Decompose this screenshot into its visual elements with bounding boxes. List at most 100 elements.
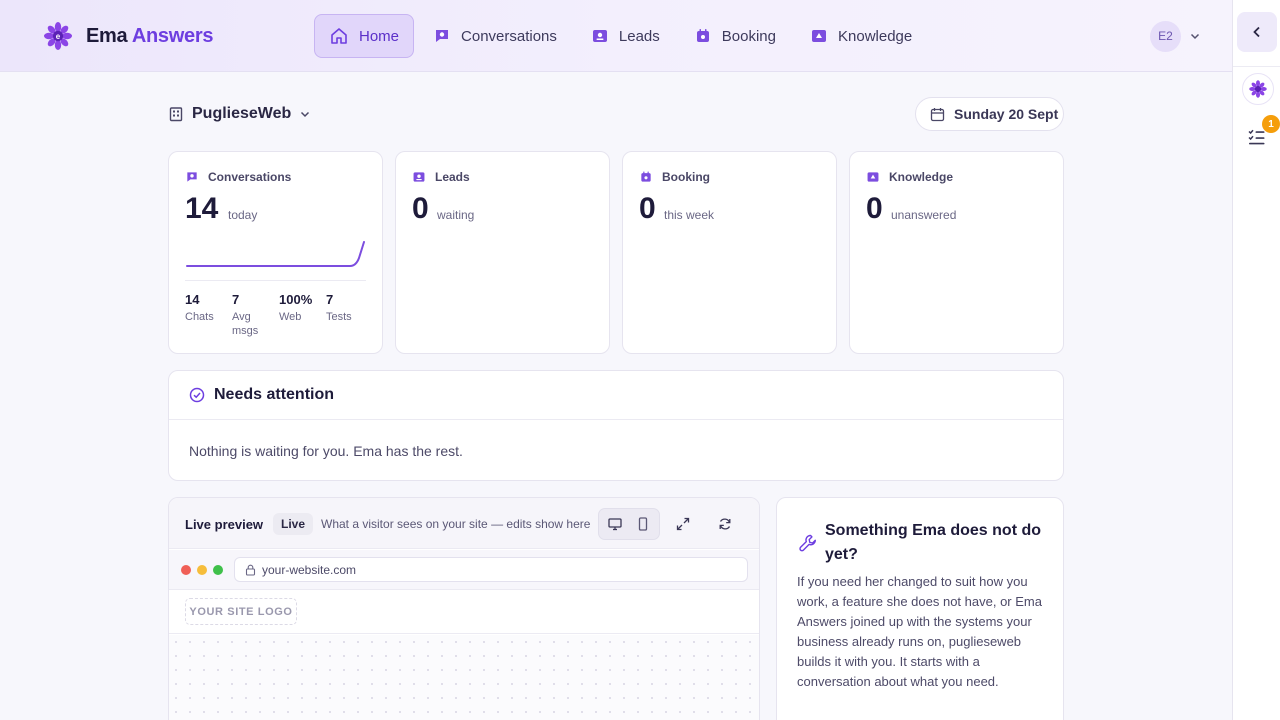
wrench-icon <box>799 534 816 552</box>
avatar: E2 <box>1150 20 1181 52</box>
brand[interactable]: e Ema Answers <box>42 20 213 52</box>
card-value: 0 <box>412 192 429 225</box>
attention-header: Needs attention <box>189 386 334 404</box>
refresh-button[interactable] <box>711 512 739 536</box>
address-url: your-website.com <box>262 562 357 577</box>
stat-label: Chats <box>185 311 214 323</box>
main-nav: Home Conversations Leads Booking Knowled… <box>314 14 931 58</box>
ema-logo-icon: e <box>44 22 72 50</box>
device-toggle <box>598 508 660 540</box>
leads-icon <box>413 172 425 182</box>
brand-name-part1: Ema <box>86 24 128 47</box>
help-body: If you need her changed to suit how you … <box>797 574 1042 689</box>
nav-conversations[interactable]: Conversations <box>418 14 572 58</box>
calendar-outline-icon <box>930 107 945 121</box>
svg-text:e: e <box>56 32 61 41</box>
site-logo-placeholder: YOUR SITE LOGO <box>185 598 297 625</box>
card-header: Knowledge <box>866 170 953 184</box>
refresh-icon <box>719 518 731 530</box>
card-title: Conversations <box>208 170 292 184</box>
card-subtitle: unanswered <box>891 208 957 222</box>
top-bar: e Ema Answers Home Conversations Leads B… <box>0 0 1232 72</box>
workspace-name: PuglieseWeb <box>192 105 292 122</box>
chevron-down-icon <box>1190 33 1200 40</box>
building-icon <box>169 107 183 122</box>
user-menu[interactable]: E2 <box>1150 20 1201 52</box>
custom-build-card: Something Ema does not do yet? If you ne… <box>776 497 1064 720</box>
stat-label: Web <box>279 311 302 323</box>
chevron-down-icon <box>301 111 310 118</box>
nav-knowledge[interactable]: Knowledge <box>795 14 927 58</box>
live-preview-panel: Live preview Live What a visitor sees on… <box>168 497 760 720</box>
desktop-icon <box>608 518 622 531</box>
booking-card[interactable]: Booking 0 this week <box>622 151 837 354</box>
card-title: Knowledge <box>889 170 954 184</box>
date-picker[interactable]: Sunday 20 Sept <box>915 97 1064 131</box>
knowledge-card[interactable]: Knowledge 0 unanswered <box>849 151 1064 354</box>
address-bar: your-website.com <box>234 557 748 582</box>
collapse-panel-button[interactable] <box>1237 12 1277 52</box>
workspace-selector[interactable]: PuglieseWeb <box>168 103 311 125</box>
nav-knowledge-label: Knowledge <box>838 27 913 45</box>
calendar-icon <box>641 171 651 182</box>
card-header: Conversations <box>185 170 291 184</box>
card-subtitle: today <box>228 208 258 222</box>
tasks-checklist-icon[interactable] <box>1247 127 1267 147</box>
card-value: 14 <box>185 192 219 225</box>
window-minimize-dot <box>197 565 207 575</box>
leads-card[interactable]: Leads 0 waiting <box>395 151 610 354</box>
stat-label: Tests <box>326 311 352 323</box>
site-body-area <box>169 635 759 720</box>
check-circle-icon <box>189 387 205 403</box>
expand-icon <box>676 517 690 531</box>
desktop-view-button[interactable] <box>601 512 629 536</box>
tasks-badge: 1 <box>1262 115 1280 133</box>
right-rail <box>1232 0 1280 720</box>
stat-tests: 7 Tests <box>326 292 352 324</box>
ema-flower-icon <box>1249 80 1267 98</box>
site-header: YOUR SITE LOGO <box>169 590 759 634</box>
attention-title: Needs attention <box>214 386 335 403</box>
knowledge-icon <box>867 172 879 182</box>
lock-icon <box>245 564 256 576</box>
chevron-left-icon <box>1253 26 1260 38</box>
card-title: Leads <box>435 170 470 184</box>
rail-divider <box>1233 66 1280 67</box>
nav-home-label: Home <box>359 27 400 45</box>
stat-web: 100% Web <box>279 292 312 324</box>
mobile-view-button[interactable] <box>629 512 657 536</box>
stat-value: 14 <box>185 292 200 307</box>
card-header: Booking <box>639 170 710 184</box>
mobile-icon <box>638 517 648 531</box>
stat-avg-msgs: 7 Avg msgs <box>232 292 268 338</box>
conversations-sparkline <box>186 241 365 267</box>
browser-chrome: your-website.com <box>169 550 759 590</box>
needs-attention-panel: Needs attention Nothing is waiting for y… <box>168 370 1064 481</box>
nav-booking[interactable]: Booking <box>679 14 791 58</box>
preview-title: Live preview <box>185 517 264 532</box>
nav-leads[interactable]: Leads <box>576 14 675 58</box>
card-divider <box>185 280 366 281</box>
live-badge: Live <box>273 513 314 535</box>
card-subtitle: waiting <box>437 208 475 222</box>
ema-assistant-button[interactable] <box>1242 73 1274 105</box>
conversations-card[interactable]: Conversations 14 today 14 Chats 7 Avg ms… <box>168 151 383 354</box>
stat-value: 100% <box>279 292 313 307</box>
stat-value: 7 <box>326 292 334 307</box>
preview-description: What a visitor sees on your site — edits… <box>321 517 591 531</box>
window-maximize-dot <box>213 565 223 575</box>
card-value: 0 <box>866 192 883 225</box>
leads-icon <box>592 30 607 42</box>
card-header: Leads <box>412 170 470 184</box>
brand-name: Ema Answers <box>86 25 213 48</box>
chat-icon <box>187 172 197 182</box>
nav-home[interactable]: Home <box>314 14 415 58</box>
expand-button[interactable] <box>669 512 697 536</box>
attention-message: Nothing is waiting for you. Ema has the … <box>189 443 463 459</box>
stat-value: 7 <box>232 292 240 307</box>
attention-divider <box>169 419 1063 420</box>
nav-leads-label: Leads <box>618 27 660 45</box>
card-subtitle: this week <box>664 208 715 222</box>
card-title: Booking <box>662 170 710 184</box>
calendar-icon <box>696 29 709 42</box>
